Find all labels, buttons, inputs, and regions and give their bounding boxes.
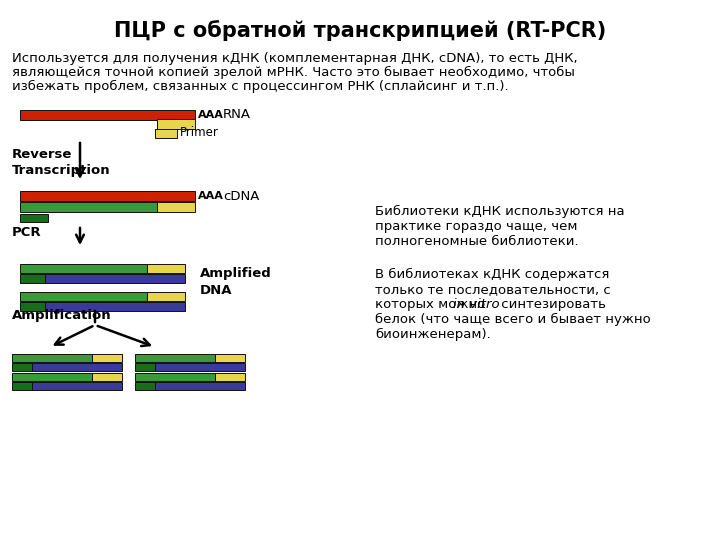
Bar: [12, 363, 32, 371]
Text: Amplification: Amplification: [12, 308, 112, 321]
Text: синтезировать: синтезировать: [497, 298, 606, 311]
Text: которых можно: которых можно: [375, 298, 490, 311]
Text: полногеномные библиотеки.: полногеномные библиотеки.: [375, 235, 579, 248]
Bar: [20, 214, 48, 222]
Text: являющейся точной копией зрелой мРНК. Часто это бывает необходимо, чтобы: являющейся точной копией зрелой мРНК. Ча…: [12, 66, 575, 79]
Text: PCR: PCR: [12, 226, 42, 239]
Bar: [45, 301, 185, 310]
Bar: [20, 292, 147, 300]
Bar: [92, 373, 122, 381]
Text: Amplified
DNA: Amplified DNA: [200, 267, 271, 296]
Bar: [20, 202, 157, 212]
Text: В библиотеках кДНК содержатся: В библиотеках кДНК содержатся: [375, 268, 609, 281]
Text: in vitro: in vitro: [453, 298, 500, 311]
Bar: [157, 202, 195, 212]
Bar: [20, 273, 45, 282]
Text: Reverse
Transcription: Reverse Transcription: [12, 148, 111, 177]
Bar: [135, 354, 215, 362]
Bar: [20, 301, 45, 310]
Text: AAA: AAA: [198, 110, 224, 120]
Bar: [215, 354, 245, 362]
Bar: [45, 273, 185, 282]
Text: избежать проблем, связанных с процессингом РНК (сплайсинг и т.п.).: избежать проблем, связанных с процессинг…: [12, 80, 508, 93]
Bar: [12, 354, 92, 362]
Text: только те последовательности, с: только те последовательности, с: [375, 283, 611, 296]
Bar: [135, 363, 155, 371]
Text: AAA: AAA: [198, 191, 224, 201]
Bar: [155, 382, 245, 390]
Bar: [135, 382, 155, 390]
Text: ПЦР с обратной транскрипцией (RT-PCR): ПЦР с обратной транскрипцией (RT-PCR): [114, 20, 606, 41]
Text: RNA: RNA: [223, 109, 251, 122]
Bar: [32, 382, 122, 390]
Bar: [20, 110, 195, 120]
Bar: [12, 373, 92, 381]
Bar: [135, 373, 215, 381]
Text: cDNA: cDNA: [223, 190, 259, 202]
Text: белок (что чаще всего и бывает нужно: белок (что чаще всего и бывает нужно: [375, 313, 651, 326]
Text: Библиотеки кДНК используются на: Библиотеки кДНК используются на: [375, 205, 625, 218]
Text: практике гораздо чаще, чем: практике гораздо чаще, чем: [375, 220, 577, 233]
Bar: [92, 354, 122, 362]
Bar: [147, 292, 185, 300]
Bar: [157, 119, 195, 129]
Bar: [155, 129, 177, 138]
Bar: [20, 191, 195, 201]
Bar: [20, 264, 147, 273]
Text: биоинженерам).: биоинженерам).: [375, 328, 491, 341]
Bar: [147, 264, 185, 273]
Bar: [215, 373, 245, 381]
Bar: [155, 363, 245, 371]
Text: Используется для получения кДНК (комплементарная ДНК, cDNA), то есть ДНК,: Используется для получения кДНК (комплем…: [12, 52, 577, 65]
Bar: [12, 382, 32, 390]
Bar: [32, 363, 122, 371]
Text: Primer: Primer: [180, 126, 219, 139]
